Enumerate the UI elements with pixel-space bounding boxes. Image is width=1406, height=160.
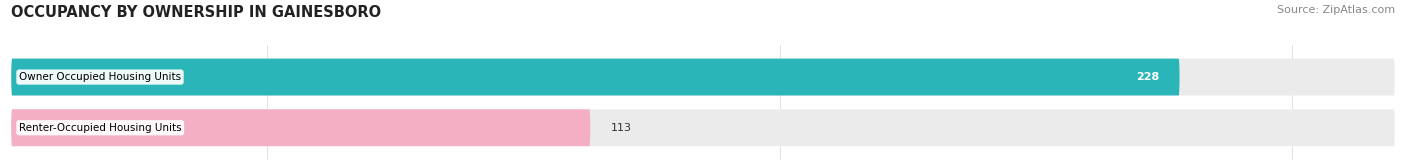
FancyBboxPatch shape [11, 109, 591, 146]
Text: OCCUPANCY BY OWNERSHIP IN GAINESBORO: OCCUPANCY BY OWNERSHIP IN GAINESBORO [11, 5, 381, 20]
FancyBboxPatch shape [11, 109, 1395, 146]
Text: Source: ZipAtlas.com: Source: ZipAtlas.com [1277, 5, 1395, 15]
Text: Renter-Occupied Housing Units: Renter-Occupied Housing Units [18, 123, 181, 133]
Text: 228: 228 [1136, 72, 1159, 82]
FancyBboxPatch shape [11, 59, 1395, 96]
Text: 113: 113 [610, 123, 631, 133]
FancyBboxPatch shape [11, 59, 1180, 96]
Text: Owner Occupied Housing Units: Owner Occupied Housing Units [18, 72, 181, 82]
